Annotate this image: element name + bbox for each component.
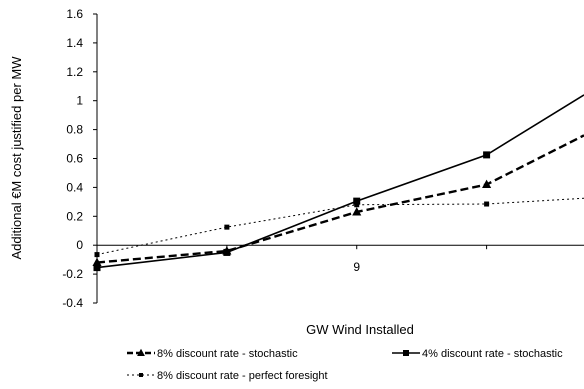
data-point [352, 207, 362, 216]
y-tick-label: 0.2 [66, 209, 83, 223]
legend-item-3: 8% discount rate - perfect foresight [127, 370, 328, 382]
y-tick-label: 1.4 [66, 36, 83, 50]
data-point [484, 201, 490, 207]
legend-marker [139, 373, 143, 377]
series-line [96, 134, 584, 264]
series-line [96, 197, 584, 256]
x-axis-ticks: 9 [96, 245, 488, 274]
y-tick-label: 0.4 [66, 180, 83, 194]
series-line [96, 94, 584, 269]
y-tick-label: 1.2 [66, 65, 83, 79]
legend-label: 8% discount rate - perfect foresight [157, 370, 328, 382]
legend-item-1: 8% discount rate - stochastic [127, 348, 298, 360]
series-layer [92, 94, 584, 272]
legend-marker [403, 350, 409, 356]
y-tick-label: 1 [76, 94, 83, 108]
legend: 8% discount rate - stochastic 4% discount… [127, 348, 563, 382]
data-point [223, 248, 231, 256]
data-point [483, 151, 491, 159]
legend-marker [137, 348, 145, 356]
y-tick-label: 0.8 [66, 123, 83, 137]
data-point [482, 179, 492, 189]
data-point [224, 224, 230, 230]
y-tick-label: 1.6 [66, 7, 83, 21]
y-axis-title: Additional €M cost justified per MW [9, 56, 24, 260]
legend-item-2: 4% discount rate - stochastic [392, 348, 563, 360]
x-tick-label: 9 [353, 260, 360, 274]
y-tick-label: -0.2 [62, 267, 83, 281]
series-2 [93, 94, 584, 272]
series-3 [94, 197, 584, 258]
series-1 [92, 134, 584, 267]
y-tick-label: 0 [76, 238, 83, 252]
data-point [353, 197, 361, 205]
y-tick-label: 0.6 [66, 152, 83, 166]
legend-label: 4% discount rate - stochastic [422, 348, 563, 360]
x-axis-title: GW Wind Installed [306, 322, 414, 337]
y-tick-label: -0.4 [62, 296, 83, 310]
y-axis-ticks: -0.4 -0.2 0 0.2 0.4 0.6 0.8 1 1.2 1.4 1.6 [62, 7, 97, 310]
data-point [354, 202, 360, 208]
legend-label: 8% discount rate - stochastic [157, 348, 298, 360]
